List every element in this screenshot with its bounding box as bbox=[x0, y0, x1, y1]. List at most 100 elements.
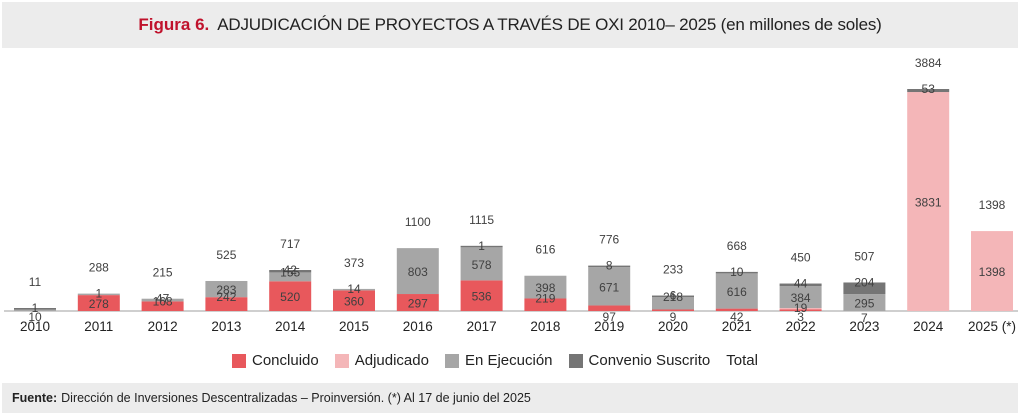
total-value-label: 11 bbox=[29, 275, 42, 289]
segment-value-label: 1 bbox=[95, 287, 102, 301]
bar-segment-convenio-suscrito-2023 bbox=[843, 282, 886, 295]
bar-segment-concluido-2017 bbox=[460, 280, 503, 311]
figure-label: Figura 6. bbox=[138, 15, 210, 34]
total-value-label: 1398 bbox=[979, 198, 1006, 212]
total-value-label: 450 bbox=[791, 251, 811, 265]
segment-value-label: 1 bbox=[32, 301, 39, 315]
total-value-label: 776 bbox=[599, 233, 619, 247]
segment-value-label: 671 bbox=[599, 280, 619, 294]
legend-swatch-adjudicado bbox=[334, 353, 349, 368]
legend-item-concluido: Concluido bbox=[232, 352, 319, 369]
total-value-label: 525 bbox=[216, 248, 236, 262]
x-tick-label: 2024 bbox=[913, 319, 944, 334]
bar-segment-en-ejecucion-2013 bbox=[205, 280, 248, 298]
total-value-label: 717 bbox=[280, 237, 300, 251]
segment-value-label: 14 bbox=[347, 282, 361, 296]
bar-segment-en-ejecucion-2023 bbox=[843, 294, 886, 311]
bar-segment-concluido-2014 bbox=[269, 281, 312, 311]
bar-segment-adjudicado-2022 bbox=[779, 308, 822, 310]
bar-segment-en-ejecucion-2014 bbox=[269, 272, 312, 282]
source-footer: Fuente: Dirección de Inversiones Descent… bbox=[2, 383, 1018, 413]
segment-value-label: 803 bbox=[408, 265, 428, 279]
bar-segment-en-ejecucion-2020 bbox=[652, 297, 694, 310]
segment-value-label: 360 bbox=[344, 295, 364, 309]
segment-value-label: 1398 bbox=[979, 265, 1006, 279]
bar-segment-convenio-suscrito-2021 bbox=[715, 271, 758, 274]
bar-segment-adjudicado-2024 bbox=[907, 92, 950, 311]
legend-swatch-convenio-suscrito bbox=[568, 353, 583, 368]
total-value-label: 668 bbox=[727, 239, 747, 253]
chart-title: ADJUDICACIÓN DE PROYECTOS A TRAVÉS DE OX… bbox=[217, 15, 882, 34]
bar-segment-en-ejecucion-2019 bbox=[588, 267, 631, 306]
segment-value-label: 520 bbox=[280, 290, 300, 304]
bar-segment-concluido-2020 bbox=[652, 309, 694, 311]
segment-value-label: 283 bbox=[216, 283, 236, 297]
segment-value-label: 616 bbox=[727, 285, 747, 299]
segment-value-label: 3831 bbox=[915, 196, 942, 210]
bar-segment-concluido-2013 bbox=[205, 297, 248, 311]
segment-value-label: 10 bbox=[730, 265, 744, 279]
segment-value-label: 578 bbox=[472, 258, 492, 272]
x-tick-label: 2018 bbox=[530, 319, 560, 334]
bar-segment-concluido-2011 bbox=[77, 295, 120, 311]
segment-value-label: 3 bbox=[797, 310, 804, 324]
segment-value-label: 44 bbox=[794, 277, 808, 291]
x-tick-label: 2015 bbox=[339, 319, 369, 334]
bar-segment-convenio-suscrito-2019 bbox=[588, 265, 631, 268]
total-value-label: 1115 bbox=[469, 213, 494, 227]
segment-value-label: 242 bbox=[216, 290, 236, 304]
bar-segment-concluido-2022 bbox=[779, 309, 822, 311]
bar-segment-en-ejecucion-2016 bbox=[396, 248, 439, 295]
bar-segment-convenio-suscrito-2017 bbox=[460, 245, 503, 248]
x-tick-label: 2012 bbox=[148, 319, 178, 334]
legend-item-total: Total bbox=[726, 352, 758, 369]
bar-segment-concluido-2018 bbox=[524, 298, 567, 311]
segment-value-label: 9 bbox=[670, 310, 677, 324]
bar-segment-concluido-2015 bbox=[333, 290, 375, 311]
bar-segment-en-ejecucion-2022 bbox=[779, 286, 822, 308]
segment-value-label: 384 bbox=[791, 291, 811, 305]
x-tick-label: 2020 bbox=[658, 319, 688, 334]
total-value-label: 288 bbox=[89, 261, 109, 275]
legend-swatch-concluido bbox=[232, 353, 246, 368]
x-tick-label: 2014 bbox=[275, 319, 306, 334]
legend-label: En Ejecución bbox=[464, 352, 553, 369]
legend-swatch-en-ejecucion bbox=[444, 353, 459, 368]
chart-legend: Concluido Adjudicado En Ejecución Conven… bbox=[232, 352, 774, 369]
segment-value-label: 297 bbox=[408, 297, 428, 311]
figure-header: Figura 6. ADJUDICACIÓN DE PROYECTOS A TR… bbox=[2, 2, 1018, 48]
x-tick-label: 2023 bbox=[849, 319, 879, 334]
bar-segment-en-ejecucion-2012 bbox=[141, 298, 184, 302]
legend-label: Adjudicado bbox=[354, 352, 429, 369]
segment-value-label: 155 bbox=[280, 265, 300, 279]
bar-segment-convenio-suscrito-2020 bbox=[652, 295, 694, 298]
source-text: Dirección de Inversiones Descentralizada… bbox=[61, 391, 531, 405]
segment-value-label: 42 bbox=[284, 263, 298, 277]
legend-item-adjudicado: Adjudicado bbox=[334, 352, 429, 369]
x-tick-label: 2011 bbox=[84, 319, 113, 334]
legend-item-en-ejecucion: En Ejecución bbox=[444, 352, 553, 369]
total-value-label: 616 bbox=[535, 243, 555, 257]
bar-segment-en-ejecucion-2010 bbox=[14, 309, 56, 311]
segment-value-label: 7 bbox=[861, 311, 868, 325]
legend-label: Total bbox=[726, 352, 758, 369]
total-value-label: 373 bbox=[344, 256, 364, 270]
bar-segment-convenio-suscrito-2010 bbox=[14, 308, 56, 310]
segment-value-label: 204 bbox=[854, 275, 874, 289]
bar-segment-en-ejecucion-2011 bbox=[77, 293, 120, 296]
bar-segment-en-ejecucion-2021 bbox=[715, 273, 758, 309]
bar-segment-adjudicado-2025 bbox=[971, 231, 1013, 311]
segment-value-label: 398 bbox=[535, 281, 555, 295]
segment-value-label: 19 bbox=[794, 301, 808, 315]
bar-segment-concluido-2012 bbox=[141, 301, 184, 311]
x-tick-label: 2021 bbox=[722, 319, 752, 334]
x-tick-label: 2025 (*) bbox=[968, 319, 1016, 334]
total-value-label: 507 bbox=[854, 249, 874, 263]
x-tick-label: 2013 bbox=[211, 319, 241, 334]
segment-value-label: 219 bbox=[535, 291, 555, 305]
source-label: Fuente: bbox=[12, 391, 58, 405]
segment-value-label: 278 bbox=[89, 297, 109, 311]
bar-segment-en-ejecucion-2018 bbox=[524, 275, 567, 299]
segment-value-label: 42 bbox=[730, 310, 744, 324]
bar-segment-concluido-2019 bbox=[588, 305, 631, 311]
